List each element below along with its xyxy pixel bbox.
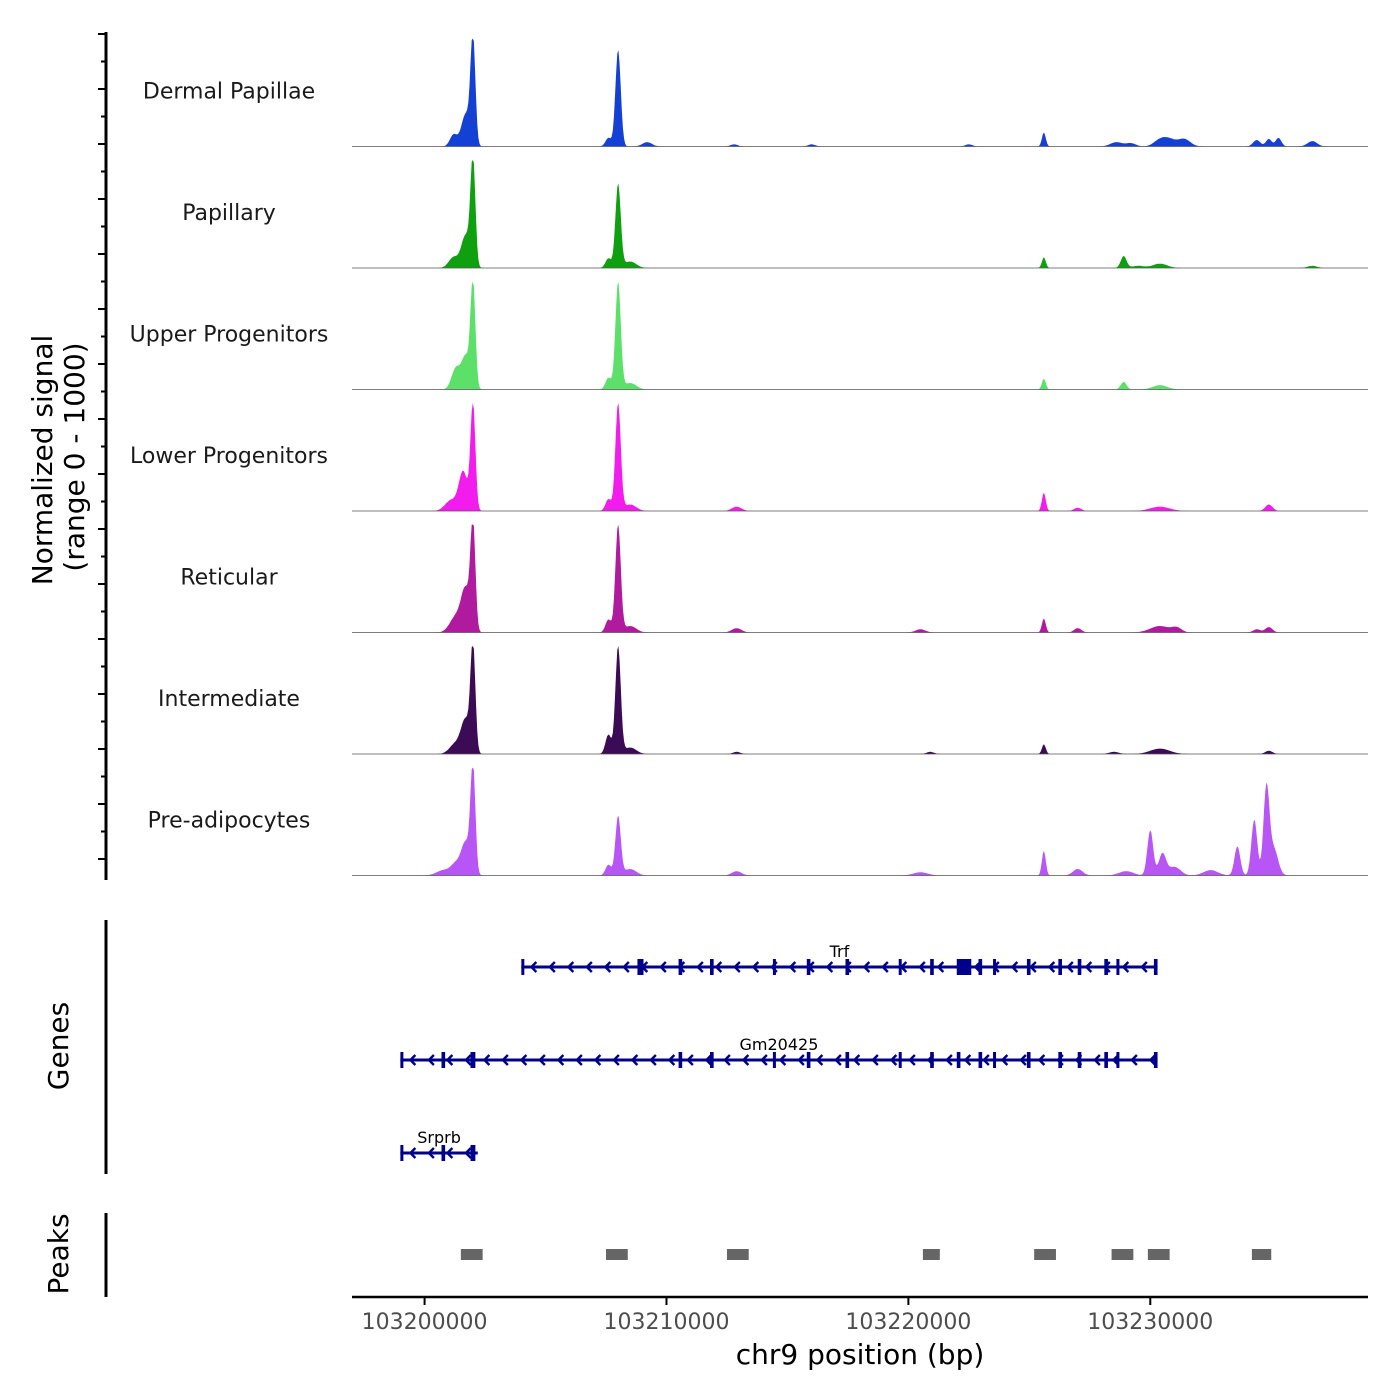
genome-browser-figure: Dermal Papillae Papillary Upper Progenitor…: [0, 0, 1400, 1400]
gene-exon: [899, 959, 902, 975]
x-axis: 103200000 103210000 103220000 103230000 chr…: [352, 1297, 1368, 1371]
peak-region: [606, 1249, 628, 1260]
gene-exon: [993, 959, 996, 975]
gene-exon: [807, 1052, 811, 1068]
gene-exon: [442, 1145, 446, 1161]
signal-y-axis: Normalized signal (range 0 - 1000): [26, 32, 106, 880]
gene-exon: [930, 959, 934, 975]
track-label: Intermediate: [158, 687, 300, 712]
gene-gm20425: Gm20425: [400, 1035, 1157, 1068]
y-axis-title-line1: Normalized signal: [26, 335, 59, 586]
track-reticular: Reticular: [180, 525, 1368, 633]
gene-exon: [1116, 1052, 1119, 1068]
gene-exon: [1058, 959, 1062, 975]
gene-exon: [679, 959, 683, 975]
track-signal-area: [352, 646, 1368, 754]
gene-exon: [957, 959, 972, 975]
peak-region: [1112, 1249, 1134, 1260]
gene-exon: [845, 1052, 849, 1068]
gene-srprb: Srprb: [400, 1128, 477, 1161]
track-signal-area: [352, 39, 1368, 147]
gene-exon: [899, 1052, 902, 1068]
gene-exon: [679, 1052, 683, 1068]
peak-region: [1034, 1249, 1056, 1260]
track-signal-area: [352, 403, 1368, 511]
peak-region: [1252, 1249, 1271, 1260]
gene-exon: [1058, 1052, 1062, 1068]
peak-region: [727, 1249, 749, 1260]
gene-exon: [930, 1052, 934, 1068]
gene-label: Gm20425: [740, 1035, 819, 1054]
x-tick-label: 103220000: [845, 1310, 971, 1335]
peak-region: [923, 1249, 940, 1260]
gene-exon: [400, 1145, 403, 1161]
track-label: Upper Progenitors: [130, 323, 329, 348]
gene-label: Trf: [829, 942, 850, 961]
gene-exon: [807, 959, 811, 975]
track-papillary: Papillary: [182, 160, 1368, 268]
gene-exon: [773, 959, 776, 975]
track-signal-area: [352, 525, 1368, 633]
gene-exon: [993, 1052, 996, 1068]
gene-exon: [471, 1145, 476, 1161]
track-signal-area: [352, 768, 1368, 876]
gene-exon: [1104, 1052, 1108, 1068]
gene-exon: [1116, 959, 1119, 975]
track-signal-area: [352, 282, 1368, 390]
gene-exon: [1078, 1052, 1082, 1068]
gene-exon: [710, 1052, 714, 1068]
x-ticks: 103200000 103210000 103220000 103230000: [362, 1297, 1214, 1335]
x-tick-label: 103230000: [1087, 1310, 1213, 1335]
gene-exon: [521, 959, 524, 975]
gene-exon: [400, 1052, 403, 1068]
track-pre-adipocytes: Pre-adipocytes: [148, 768, 1368, 876]
track-label: Papillary: [182, 201, 276, 226]
gene-exon: [1027, 1052, 1031, 1068]
signal-tracks: Dermal Papillae Papillary Upper Progenitor…: [130, 39, 1368, 876]
y-axis-title-line2: (range 0 - 1000): [58, 342, 91, 571]
peaks-panel-title: Peaks: [42, 1213, 75, 1294]
gene-exon: [979, 959, 983, 975]
gene-models: Trf Gm20425 Srprb: [400, 942, 1157, 1161]
track-dermal-papillae: Dermal Papillae: [143, 39, 1368, 147]
x-tick-label: 103210000: [603, 1310, 729, 1335]
peak-regions: [461, 1249, 1271, 1260]
gene-label: Srprb: [417, 1128, 461, 1147]
track-label: Pre-adipocytes: [148, 809, 311, 834]
gene-exon: [442, 1052, 446, 1068]
gene-exon: [710, 959, 714, 975]
x-axis-title: chr9 position (bp): [736, 1338, 985, 1371]
gene-exon: [637, 959, 643, 975]
gene-exon: [1104, 959, 1108, 975]
peak-region: [1148, 1249, 1170, 1260]
gene-trf: Trf: [521, 942, 1157, 975]
peak-region: [461, 1249, 483, 1260]
track-label: Dermal Papillae: [143, 80, 315, 105]
track-signal-area: [352, 160, 1368, 268]
gene-exon: [845, 959, 849, 975]
x-tick-label: 103200000: [362, 1310, 488, 1335]
track-label: Lower Progenitors: [130, 444, 328, 469]
track-lower-progenitors: Lower Progenitors: [130, 403, 1368, 511]
gene-exon: [979, 1052, 983, 1068]
genes-panel: Genes Trf Gm20425 Srprb: [42, 920, 1158, 1174]
peaks-panel: Peaks: [42, 1213, 1271, 1297]
gene-exon: [1154, 1052, 1158, 1068]
track-upper-progenitors: Upper Progenitors: [130, 282, 1368, 390]
gene-exon: [773, 1052, 776, 1068]
track-intermediate: Intermediate: [158, 646, 1368, 754]
gene-exon: [471, 1052, 476, 1068]
gene-exon: [1027, 959, 1031, 975]
gene-exon: [1154, 959, 1158, 975]
gene-exon: [1078, 959, 1082, 975]
genes-panel-title: Genes: [42, 1002, 75, 1090]
track-label: Reticular: [180, 566, 278, 591]
gene-exon: [957, 1052, 961, 1068]
